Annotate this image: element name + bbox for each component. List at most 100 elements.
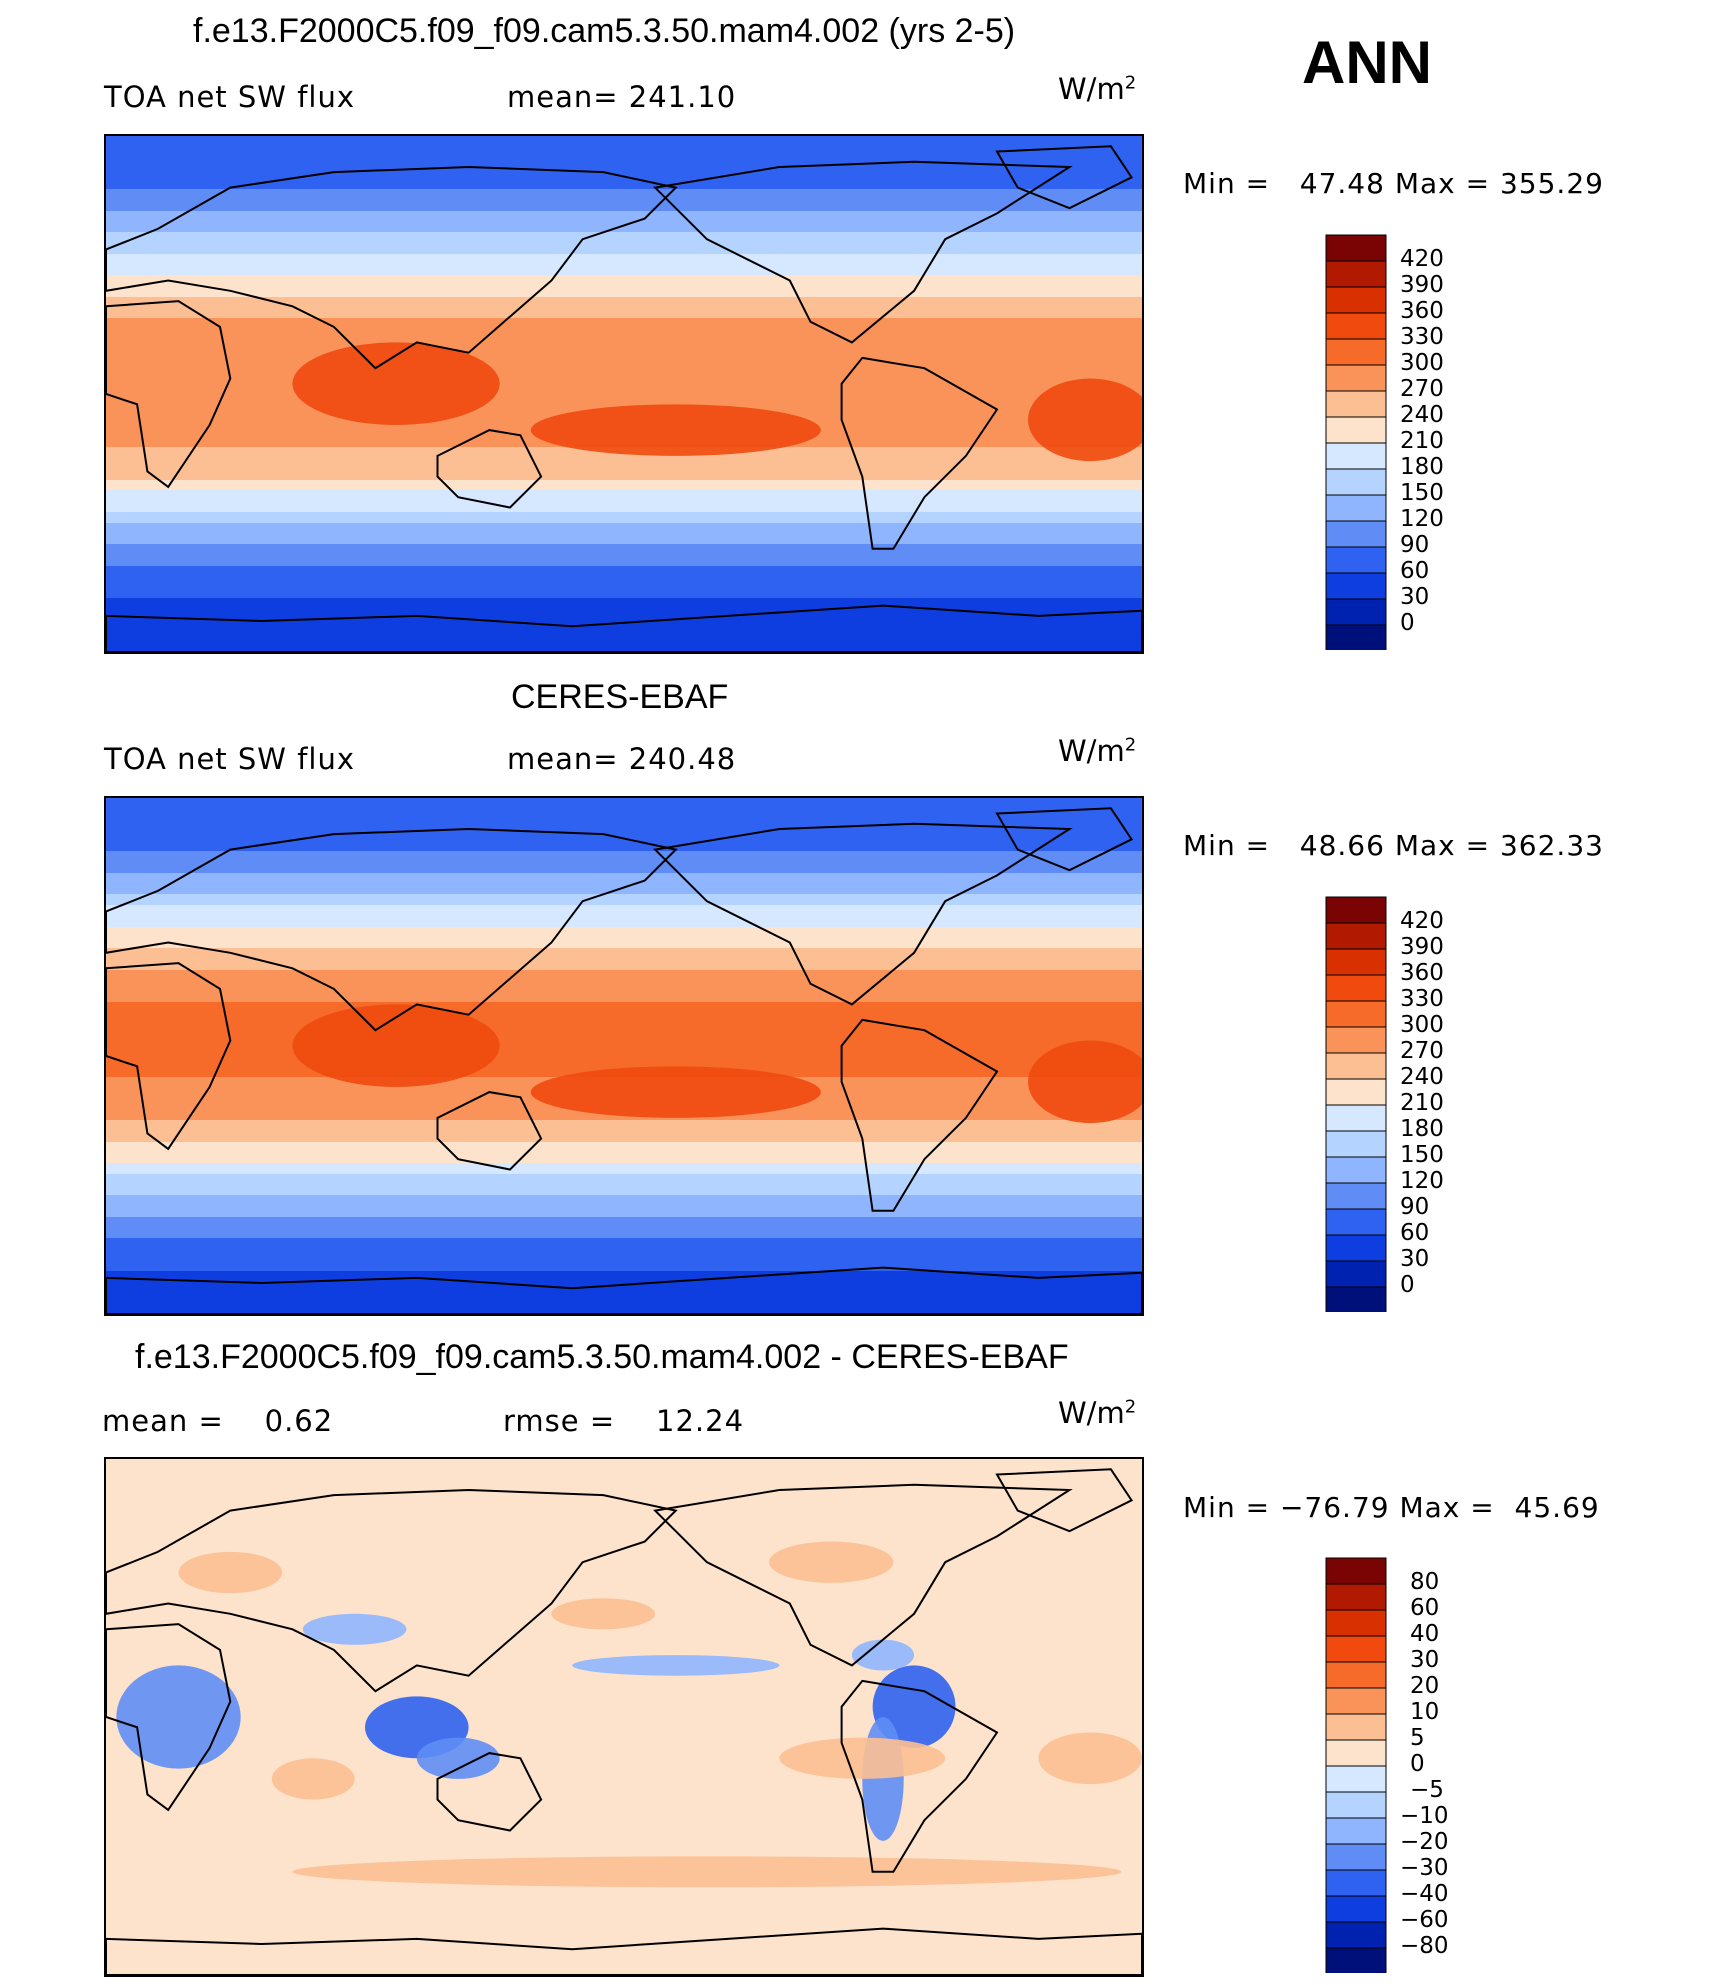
field-band xyxy=(106,232,1142,244)
anomaly-region xyxy=(769,1541,894,1583)
field-band xyxy=(106,884,1142,896)
colorbar-tick-label: 330 xyxy=(1400,986,1444,1012)
colorbar-box xyxy=(1325,922,1387,950)
panel2-mean-label: mean= xyxy=(507,742,619,776)
colorbar-box xyxy=(1325,1052,1387,1080)
colorbar-box xyxy=(1325,1182,1387,1210)
field-band xyxy=(106,501,1142,513)
colorbar-tick-label: 330 xyxy=(1400,324,1444,350)
coastline xyxy=(840,1679,999,1873)
colorbar-box xyxy=(1325,1078,1387,1106)
field-band xyxy=(106,841,1142,853)
coastline xyxy=(436,1752,543,1832)
field-band xyxy=(106,189,1142,201)
panel3-max-label: Max = xyxy=(1399,1491,1495,1524)
panel1-min-label: Min = xyxy=(1183,167,1271,200)
coastline xyxy=(653,1483,1073,1667)
colorbar-tick-label: −40 xyxy=(1400,1881,1449,1907)
field-band xyxy=(106,265,1142,277)
colorbar-box xyxy=(1325,234,1387,262)
field-band xyxy=(106,1195,1142,1207)
coastline xyxy=(436,429,543,509)
field-band xyxy=(106,819,1142,831)
colorbar-tick-label: 300 xyxy=(1400,1012,1444,1038)
season-label: ANN xyxy=(1302,29,1432,96)
field-maximum xyxy=(1028,1040,1142,1124)
field-band xyxy=(106,168,1142,180)
colorbar-box xyxy=(1325,1921,1387,1949)
field-band xyxy=(106,905,1142,917)
field-band xyxy=(106,916,1142,928)
panel1-colorbar xyxy=(1325,234,1387,650)
colorbar-box xyxy=(1325,1609,1387,1637)
field-band xyxy=(106,136,1142,148)
field-band xyxy=(106,1292,1142,1304)
colorbar-box xyxy=(1325,364,1387,392)
coastline xyxy=(106,962,232,1151)
colorbar-box xyxy=(1325,974,1387,1002)
field-band xyxy=(106,991,1142,1003)
colorbar-tick-label: 300 xyxy=(1400,350,1444,376)
colorbar-tick-label: 90 xyxy=(1400,1194,1430,1220)
panel1-max-value: 355.29 xyxy=(1499,167,1604,200)
colorbar-box xyxy=(1325,442,1387,470)
field-band xyxy=(106,297,1142,309)
colorbar-tick-label: 10 xyxy=(1410,1699,1440,1725)
coastline xyxy=(653,822,1073,1006)
colorbar-box xyxy=(1325,598,1387,626)
colorbar-box xyxy=(1325,572,1387,600)
panel3-map xyxy=(104,1457,1144,1977)
field-band xyxy=(106,937,1142,949)
colorbar-box xyxy=(1325,1000,1387,1028)
field-band xyxy=(106,523,1142,535)
panel3-min-value: −76.79 xyxy=(1279,1491,1390,1524)
panel2-units: W/m2 xyxy=(1058,734,1136,768)
colorbar-tick-label: 390 xyxy=(1400,272,1444,298)
coastline xyxy=(106,1927,1142,1975)
field-band xyxy=(106,179,1142,191)
colorbar-tick-label: 270 xyxy=(1400,1038,1444,1064)
colorbar-box xyxy=(1325,1260,1387,1288)
colorbar-box xyxy=(1325,286,1387,314)
field-band xyxy=(106,566,1142,578)
panel3-min-label: Min = xyxy=(1183,1491,1271,1524)
panel3-units-base: W/m xyxy=(1058,1396,1125,1430)
field-band xyxy=(106,1120,1142,1132)
colorbar-tick-label: 0 xyxy=(1410,1751,1425,1777)
field-background xyxy=(106,1459,1142,1975)
colorbar-box xyxy=(1325,1843,1387,1871)
colorbar-box xyxy=(1325,1026,1387,1054)
colorbar-tick-label: 210 xyxy=(1400,428,1444,454)
field-band xyxy=(106,1303,1142,1314)
panel1-max-label: Max = xyxy=(1394,167,1491,200)
panel2-units-exp: 2 xyxy=(1124,734,1137,756)
panel3-rmse-value: 12.24 xyxy=(656,1404,745,1438)
colorbar-tick-label: 210 xyxy=(1400,1090,1444,1116)
field-band xyxy=(106,243,1142,255)
coastline xyxy=(106,165,678,370)
panel2-max-label: Max = xyxy=(1394,829,1491,862)
colorbar-box xyxy=(1325,416,1387,444)
panel1-units-base: W/m xyxy=(1058,72,1125,106)
colorbar-tick-label: 270 xyxy=(1400,376,1444,402)
panel3-mean: mean = 0.62 xyxy=(102,1404,333,1438)
field-band xyxy=(106,383,1142,395)
colorbar-box xyxy=(1325,624,1387,650)
field-band xyxy=(106,286,1142,298)
field-band xyxy=(106,157,1142,169)
anomaly-region xyxy=(862,1717,904,1841)
colorbar-tick-label: −60 xyxy=(1400,1907,1449,1933)
colorbar-box xyxy=(1325,1286,1387,1312)
panel1-map xyxy=(104,134,1144,654)
anomaly-region xyxy=(302,1613,407,1645)
colorbar-tick-label: 180 xyxy=(1400,1116,1444,1142)
field-band xyxy=(106,361,1142,373)
field-band xyxy=(106,1142,1142,1154)
colorbar-tick-label: 60 xyxy=(1410,1595,1440,1621)
field-band xyxy=(106,894,1142,906)
panel3-colorbar xyxy=(1325,1557,1387,1973)
field-band xyxy=(106,512,1142,524)
colorbar-box xyxy=(1325,494,1387,522)
panel1-mean-value: 241.10 xyxy=(628,80,737,114)
panel3-mean-label: mean = xyxy=(102,1404,224,1438)
